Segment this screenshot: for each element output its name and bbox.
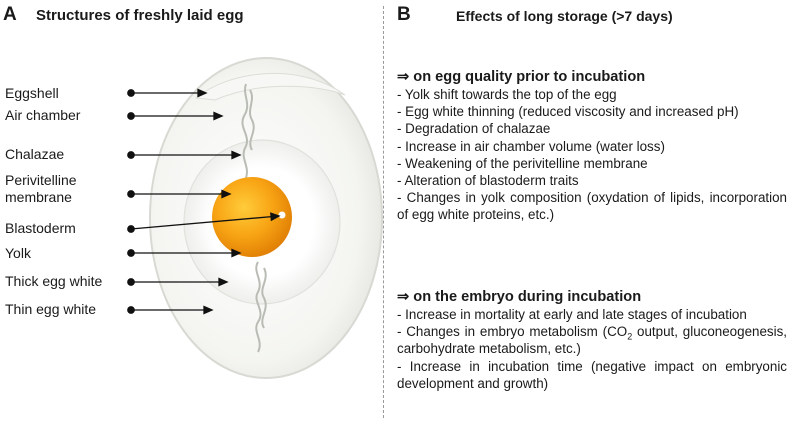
effect-item: - Increase in air chamber volume (water … — [397, 138, 665, 154]
pointer-thick-egg-white — [127, 277, 229, 287]
panel-divider — [383, 6, 384, 418]
effect-item: - Degradation of chalazae — [397, 121, 551, 137]
effect-item-metabolism: - Changes in embryo metabolism (CO2 outp… — [397, 323, 787, 357]
effect-item: - Changes in yolk composition (oxydation… — [397, 190, 787, 223]
co2-subscript: 2 — [627, 331, 633, 342]
chalazae — [241, 83, 267, 353]
pointer-thin-egg-white — [127, 305, 214, 315]
label-thin-egg-white: Thin egg white — [5, 301, 97, 317]
effects-section-embryo: ⇒ on the embryo during incubation - Incr… — [397, 288, 787, 392]
effects-section-quality: ⇒ on egg quality prior to incubation - Y… — [397, 68, 787, 224]
label-pointers — [127, 88, 281, 315]
blastoderm — [278, 211, 286, 219]
section-heading-embryo: ⇒ on the embryo during incubation — [397, 288, 787, 306]
pointer-blastoderm — [127, 212, 281, 233]
panel-b-title: Effects of long storage (>7 days) — [456, 8, 673, 24]
pointer-eggshell — [127, 88, 208, 98]
label-chalazae: Chalazae — [5, 146, 65, 162]
effect-item: - Weakening of the perivitelline membran… — [397, 155, 648, 171]
pointer-chalazae — [127, 150, 242, 160]
metabolism-text-after: output, gluconeogenesis, carbohydrate me… — [397, 324, 787, 357]
section-heading-text: on the embryo during incubation — [413, 289, 642, 305]
effect-item: - Yolk shift towards the top of the egg — [397, 87, 617, 102]
section-heading-quality: ⇒ on egg quality prior to incubation — [397, 68, 787, 86]
label-perivitelline-line1: Perivitelline — [5, 172, 77, 188]
label-yolk: Yolk — [5, 245, 31, 261]
effect-item: - Egg white thinning (reduced viscosity … — [397, 104, 739, 120]
metabolism-text-before: - Changes in embryo metabolism (CO — [397, 324, 628, 340]
implies-arrow-icon: ⇒ — [397, 289, 410, 305]
implies-arrow-icon: ⇒ — [397, 69, 410, 85]
pointer-air-chamber — [127, 111, 224, 121]
panel-b-letter: B — [397, 4, 411, 25]
pointer-yolk — [127, 248, 242, 258]
panel-a-letter: A — [3, 4, 17, 25]
pointer-perivitelline-membrane — [127, 189, 232, 199]
label-air-chamber: Air chamber — [5, 107, 81, 123]
yolk — [212, 177, 292, 257]
label-perivitelline-line2: membrane — [5, 189, 72, 205]
label-thick-egg-white: Thick egg white — [5, 273, 103, 289]
effect-item: - Increase in incubation time (negative … — [397, 358, 787, 391]
label-perivitelline-membrane: Perivitelline membrane — [5, 172, 77, 206]
effect-item: - Alteration of blastoderm traits — [397, 173, 579, 189]
section-heading-text: on egg quality prior to incubation — [413, 69, 646, 85]
label-eggshell: Eggshell — [5, 85, 59, 101]
label-blastoderm: Blastoderm — [5, 220, 76, 236]
egg-illustration — [127, 57, 383, 379]
panel-a-title: Structures of freshly laid egg — [36, 7, 244, 24]
effect-item: - Increase in mortality at early and lat… — [397, 307, 747, 322]
